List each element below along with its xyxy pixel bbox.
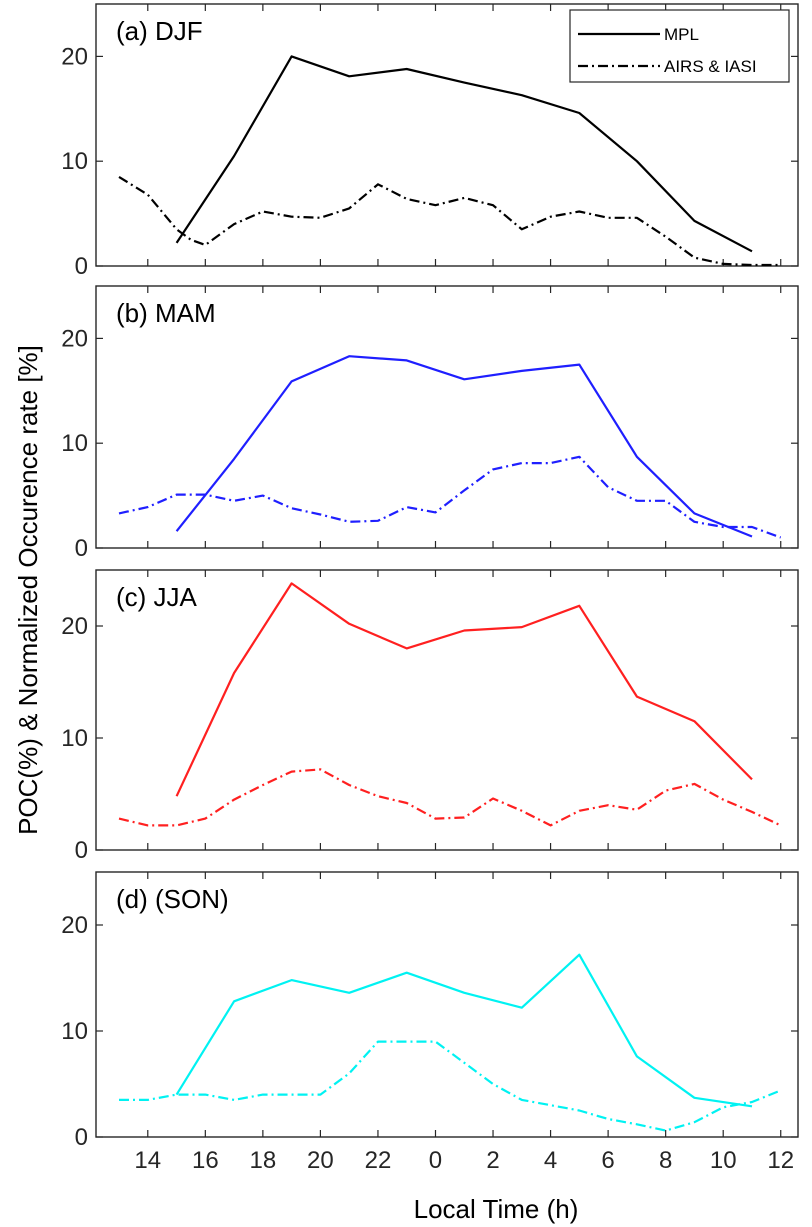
legend: MPL AIRS & IASI — [569, 9, 790, 83]
mpl-line — [175, 582, 753, 797]
plot-frame — [95, 285, 799, 549]
panel-1: 0 10 20 (a) DJF MPL AIRS & IASI — [61, 3, 799, 280]
x-axis-title: Local Time (h) — [414, 1194, 579, 1224]
panel-3: 0 10 20 (c) JJA — [61, 569, 799, 864]
x-tick-label: 12 — [767, 1147, 794, 1174]
y-axis-title: POC(%) & Normalized Occurence rate [%] — [13, 345, 43, 835]
y-tick-label: 0 — [75, 1124, 88, 1151]
y-tick-label: 20 — [61, 43, 88, 70]
mpl-line — [175, 953, 753, 1108]
y-tick-label: 0 — [75, 535, 88, 562]
airs-iasi-line — [118, 455, 782, 539]
x-tick-label: 10 — [710, 1147, 737, 1174]
x-tick-label: 4 — [544, 1147, 557, 1174]
legend-label: AIRS & IASI — [664, 57, 757, 76]
x-tick-label: 18 — [250, 1147, 277, 1174]
y-tick-label: 10 — [61, 725, 88, 752]
plot-frame — [95, 3, 799, 267]
x-tick-label: 20 — [307, 1147, 334, 1174]
panel-label: (d) (SON) — [116, 884, 229, 914]
y-tick-label: 10 — [61, 148, 88, 175]
y-tick-label: 0 — [75, 253, 88, 280]
mpl-line — [175, 355, 753, 538]
y-tick-label: 10 — [61, 430, 88, 457]
panel-label: (b) MAM — [116, 298, 216, 328]
y-tick-label: 20 — [61, 613, 88, 640]
legend-label: MPL — [664, 25, 699, 44]
panel-label: (a) DJF — [116, 16, 203, 46]
airs-iasi-line — [118, 768, 782, 827]
x-tick-label: 6 — [601, 1147, 614, 1174]
y-tick-label: 20 — [61, 325, 88, 352]
airs-iasi-line — [119, 1040, 782, 1132]
plot-frame — [95, 871, 799, 1138]
y-tick-label: 10 — [61, 1018, 88, 1045]
x-tick-label: 8 — [659, 1147, 672, 1174]
x-tick-label: 2 — [486, 1147, 499, 1174]
y-tick-label: 20 — [61, 912, 88, 939]
legend-box — [569, 9, 790, 83]
x-tick-label: 16 — [192, 1147, 219, 1174]
plot-frame — [95, 569, 799, 851]
airs-iasi-line — [118, 175, 781, 267]
panel-4: 0 10 20 14 16 18 20 22 0 2 4 6 8 10 12 (d) (SON) — [61, 871, 799, 1174]
x-tick-label: 0 — [429, 1147, 442, 1174]
mpl-line — [175, 55, 753, 253]
panel-label: (c) JJA — [116, 582, 198, 612]
x-tick-label: 22 — [365, 1147, 392, 1174]
x-tick-label: 14 — [134, 1147, 161, 1174]
y-tick-label: 0 — [75, 837, 88, 864]
panel-2: 0 10 20 (b) MAM — [61, 285, 799, 562]
